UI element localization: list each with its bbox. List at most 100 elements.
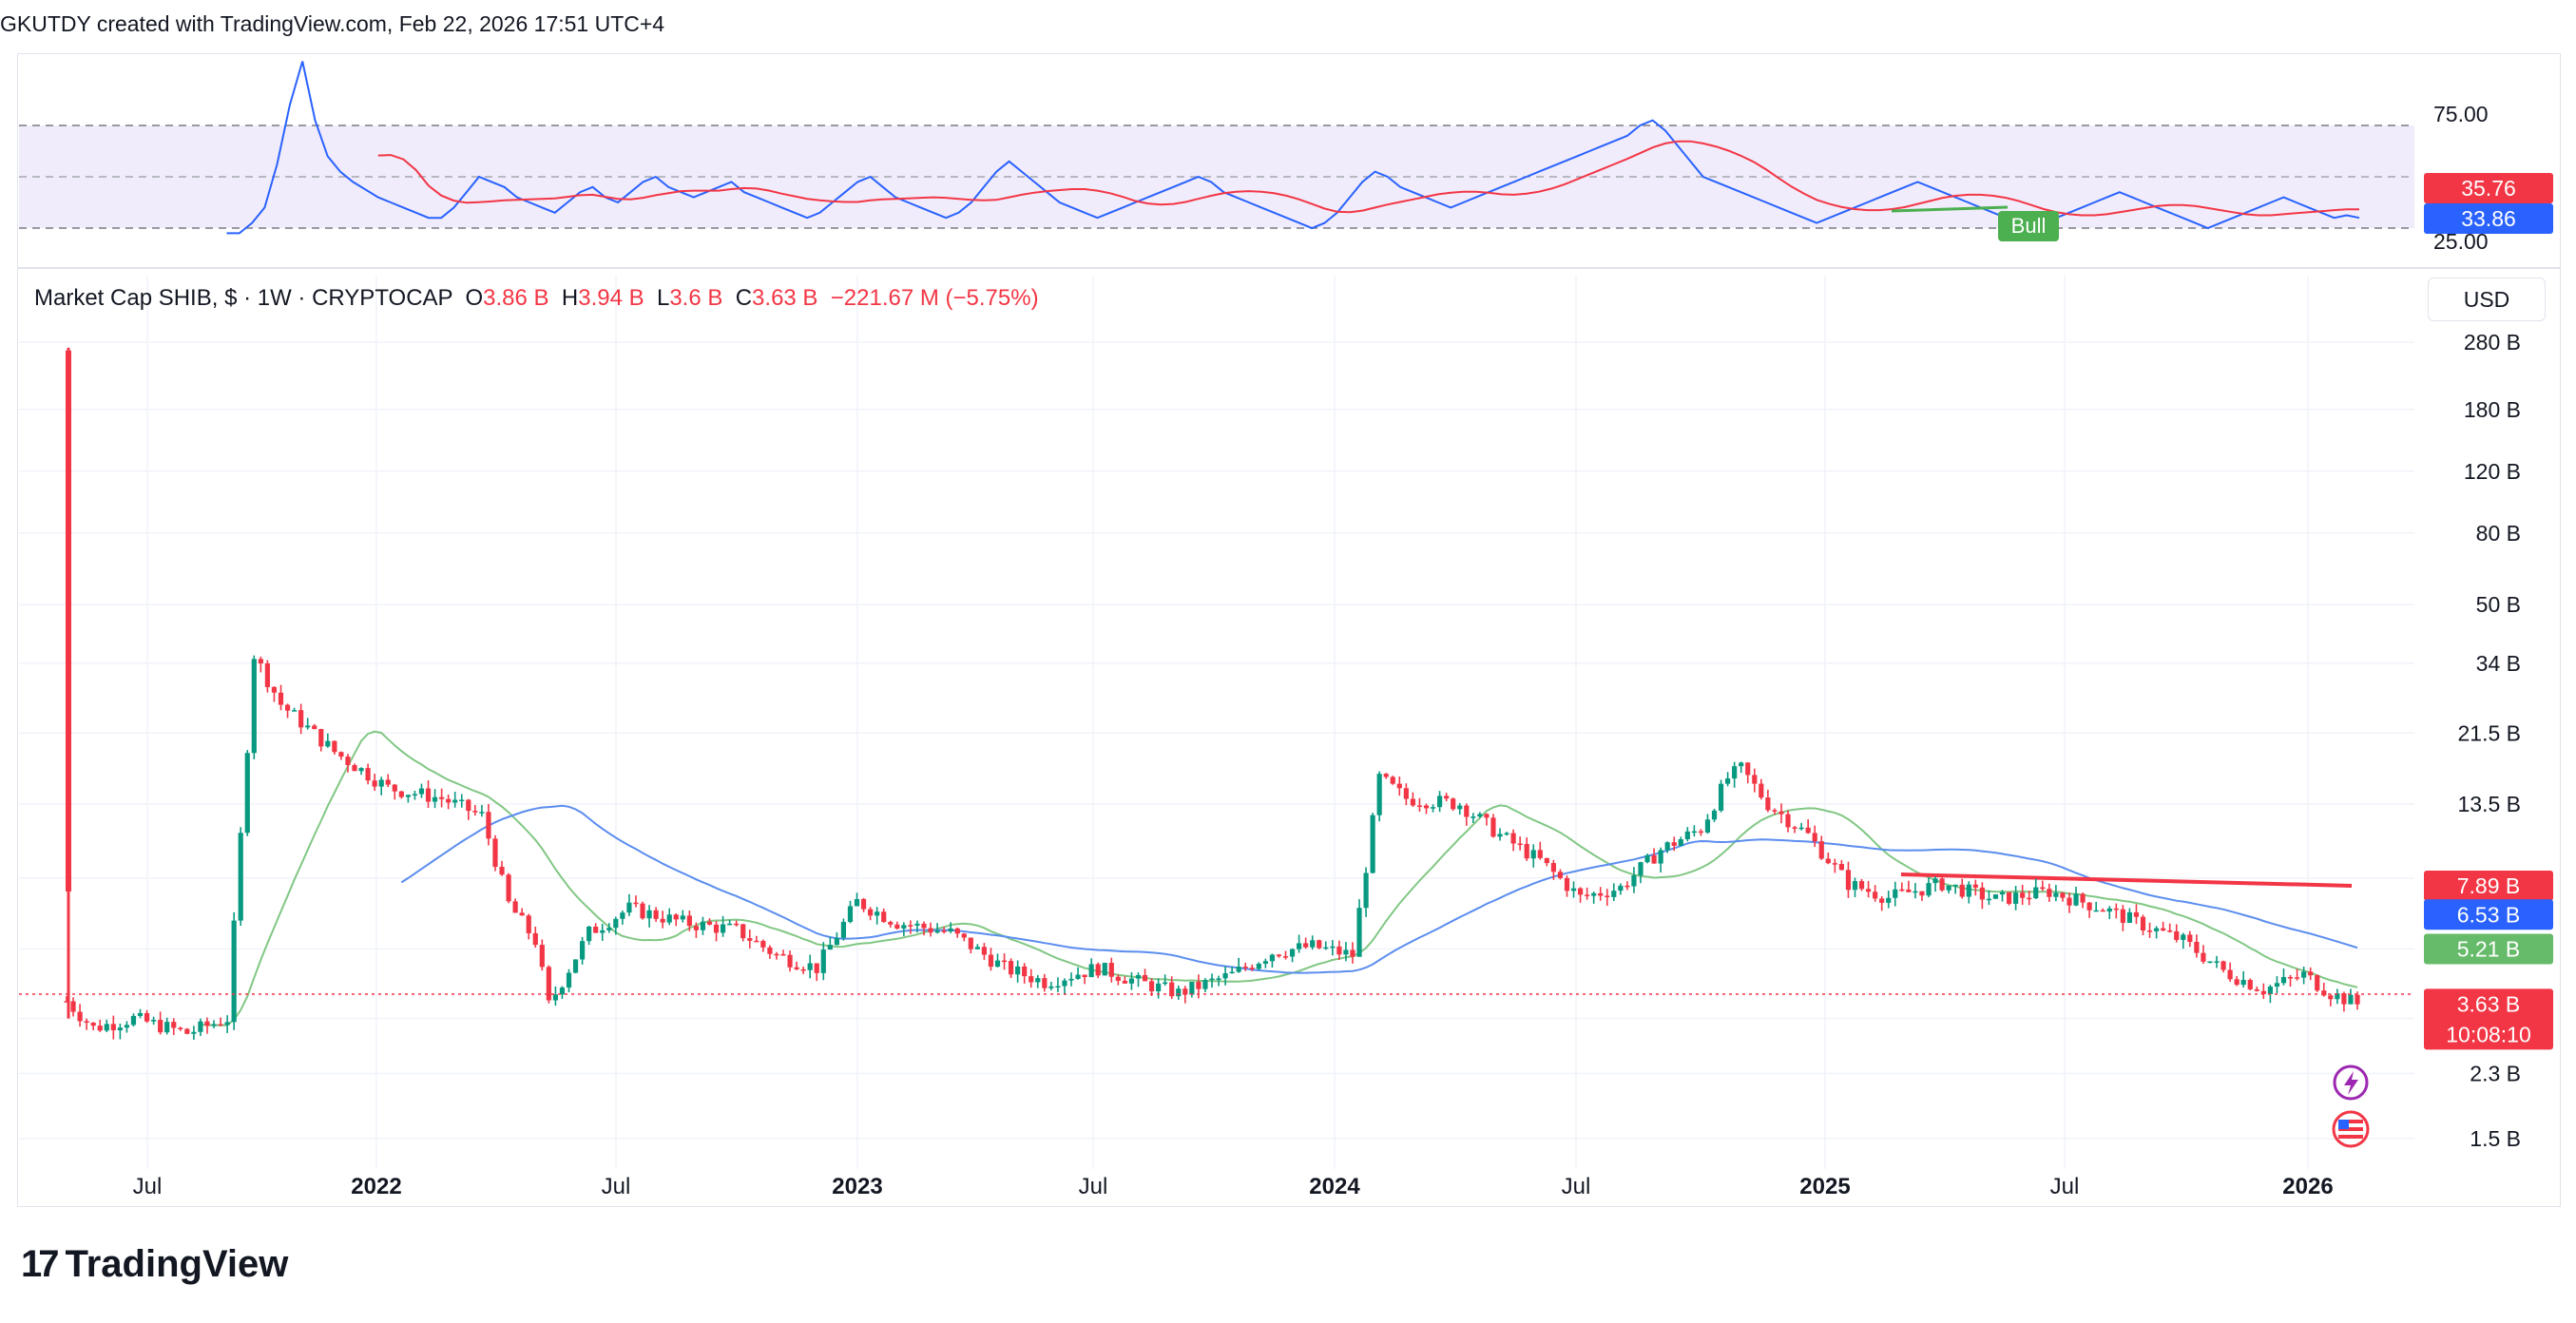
candle-body bbox=[1169, 982, 1175, 997]
price-tick-label: 80 B bbox=[2476, 521, 2521, 546]
candle-body bbox=[418, 788, 425, 795]
candle-body bbox=[1711, 810, 1718, 820]
candle-body bbox=[1182, 988, 1188, 995]
candle-body bbox=[901, 925, 907, 929]
candle-body bbox=[2355, 994, 2360, 1005]
candle-body bbox=[760, 940, 766, 948]
candle-body bbox=[754, 940, 759, 943]
candle-body bbox=[1959, 884, 1965, 897]
candle-body bbox=[1778, 811, 1784, 815]
candle-body bbox=[117, 1027, 123, 1031]
candle-body bbox=[2113, 908, 2119, 911]
candle-body bbox=[532, 932, 538, 946]
candle-body bbox=[512, 901, 518, 913]
lightning-icon[interactable] bbox=[2333, 1064, 2369, 1101]
candle-body bbox=[1102, 963, 1107, 976]
candle-body bbox=[1075, 974, 1081, 979]
candle-body bbox=[1591, 892, 1597, 896]
candle-body bbox=[258, 659, 263, 663]
candle-body bbox=[2040, 887, 2046, 890]
time-tick-label: 2024 bbox=[1309, 1174, 1360, 1199]
candle-body bbox=[646, 910, 652, 919]
candle-body bbox=[1966, 884, 1971, 897]
candle-body bbox=[439, 796, 445, 799]
candle-body bbox=[2207, 961, 2213, 964]
candle-body bbox=[800, 968, 806, 971]
candle-body bbox=[713, 924, 720, 933]
candle-body bbox=[1330, 946, 1336, 949]
price-tick-label: 21.5 B bbox=[2458, 720, 2522, 745]
candle-body bbox=[104, 1024, 109, 1031]
us-flag-icon[interactable] bbox=[2332, 1110, 2370, 1148]
candle-body bbox=[1798, 827, 1804, 830]
candle-body bbox=[934, 930, 940, 933]
tradingview-wordmark: TradingView bbox=[65, 1243, 289, 1285]
candle-body bbox=[1471, 816, 1476, 818]
candle-body bbox=[1403, 788, 1409, 799]
candle-body bbox=[1832, 863, 1837, 865]
high-value: 3.94 B bbox=[578, 285, 644, 311]
candle-body bbox=[164, 1022, 170, 1033]
time-axis: Jul 2022 Jul 2023 Jul 2024 Jul 2025 Jul 2026 bbox=[133, 1174, 2334, 1199]
candle-body bbox=[66, 350, 71, 892]
candle-body bbox=[881, 911, 887, 923]
candle-body bbox=[1845, 870, 1852, 891]
candle-body bbox=[580, 941, 586, 960]
candle-body bbox=[1068, 978, 1074, 981]
candle-body bbox=[1128, 978, 1135, 984]
moving-averages bbox=[200, 730, 2358, 1026]
candle-body bbox=[1142, 974, 1148, 982]
candle-body bbox=[77, 1011, 83, 1022]
candle-body bbox=[994, 960, 1001, 968]
candle-body bbox=[1297, 943, 1302, 949]
candle-body bbox=[1631, 875, 1637, 887]
candle-body bbox=[506, 874, 511, 902]
candle-body bbox=[2133, 911, 2140, 917]
candle-body bbox=[459, 799, 465, 801]
currency-button[interactable]: USD bbox=[2428, 278, 2546, 321]
candle-body bbox=[2267, 987, 2273, 994]
candle-body bbox=[1718, 783, 1724, 811]
price-grid bbox=[19, 276, 2414, 1169]
candle-body bbox=[1035, 978, 1041, 983]
tradingview-logo[interactable]: 17 TradingView bbox=[21, 1243, 288, 1286]
candle-body bbox=[1618, 885, 1624, 892]
candle-body bbox=[834, 937, 839, 946]
candle-body bbox=[1624, 885, 1630, 888]
candle-body bbox=[452, 799, 458, 803]
candle-body bbox=[231, 920, 237, 1023]
symbol-label[interactable]: Market Cap SHIB, $ · 1W · CRYPTOCAP bbox=[34, 285, 453, 311]
candle-body bbox=[1317, 940, 1322, 949]
price-tag-value: 5.21 B bbox=[2457, 936, 2521, 961]
candle-body bbox=[820, 949, 826, 973]
tradingview-logo-icon: 17 bbox=[21, 1243, 59, 1285]
candle-body bbox=[432, 796, 438, 802]
candle-body bbox=[1524, 843, 1529, 859]
currency-label: USD bbox=[2463, 286, 2510, 312]
candle-body bbox=[1805, 827, 1811, 834]
candle-body bbox=[1042, 978, 1048, 988]
bull-marker-box bbox=[1998, 211, 2059, 241]
candle-body bbox=[1416, 805, 1423, 807]
candle-body bbox=[1022, 966, 1028, 977]
candle-body bbox=[1557, 872, 1564, 878]
candle-body bbox=[1913, 891, 1918, 893]
candle-body bbox=[2201, 952, 2206, 962]
candle-body bbox=[211, 1024, 217, 1026]
candle-body bbox=[686, 915, 692, 927]
candle-body bbox=[847, 906, 854, 922]
candle-body bbox=[2308, 971, 2314, 976]
candle-body bbox=[2106, 908, 2112, 912]
candle-body bbox=[780, 953, 786, 956]
candle-body bbox=[1972, 884, 1978, 888]
candle-body bbox=[2348, 994, 2354, 1005]
rsi-value-tag-box bbox=[2424, 203, 2553, 234]
candle-body bbox=[1484, 814, 1490, 818]
ohlc-legend: Market Cap SHIB, $ · 1W · CRYPTOCAP O3.8… bbox=[34, 285, 1039, 312]
candlestick-series bbox=[64, 347, 2360, 1041]
candle-body bbox=[1698, 831, 1704, 834]
candle-body bbox=[64, 1001, 69, 1003]
candle-body bbox=[1577, 888, 1584, 895]
candle-body bbox=[1979, 887, 1985, 900]
